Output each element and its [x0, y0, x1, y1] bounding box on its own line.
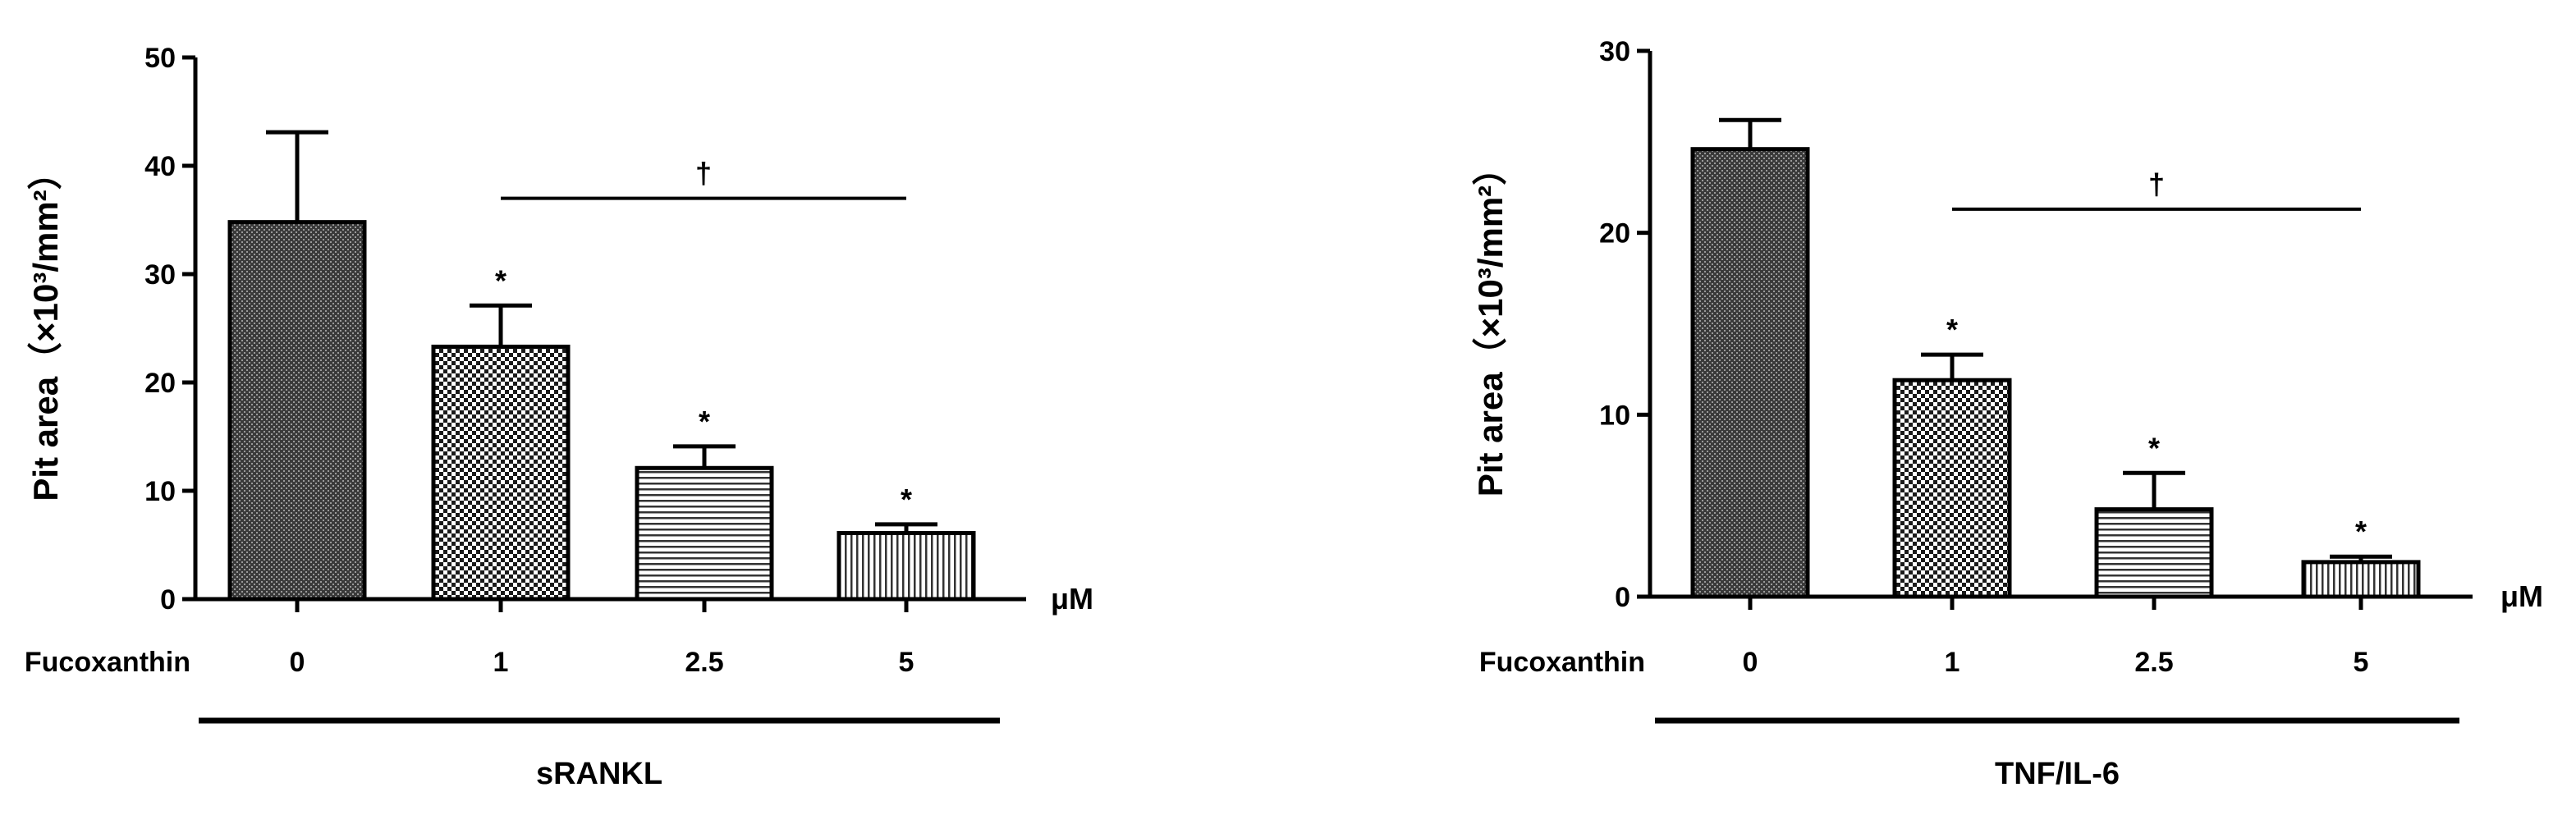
- significance-mark: *: [2355, 515, 2367, 548]
- bar: [227, 220, 367, 602]
- category-label: 0: [1743, 647, 1758, 678]
- bracket-mark: †: [2148, 167, 2165, 201]
- category-label: 2.5: [2134, 647, 2173, 678]
- row-label: Fucoxanthin: [25, 647, 190, 678]
- bar: [2094, 507, 2214, 599]
- unit-label: μM: [1051, 582, 1093, 616]
- y-tick-label: 40: [144, 151, 176, 182]
- y-axis-label: Pit area（×10³/mm²）: [1471, 151, 1510, 497]
- bracket-mark: †: [695, 157, 712, 190]
- significance-mark: *: [901, 483, 912, 516]
- y-tick-label: 30: [144, 259, 176, 291]
- bar: [2301, 560, 2421, 599]
- y-tick-label: 20: [1599, 218, 1630, 249]
- category-label: 2.5: [685, 647, 723, 678]
- y-tick-label: 10: [1599, 400, 1630, 431]
- category-label: 1: [493, 647, 509, 678]
- significance-mark: *: [1946, 313, 1958, 346]
- bar: [431, 344, 571, 602]
- group-label: TNF/IL-6: [1995, 757, 2120, 791]
- group-label: sRANKL: [536, 757, 662, 791]
- category-label: 5: [899, 647, 914, 678]
- bar: [635, 465, 774, 602]
- y-tick-label: 0: [160, 584, 176, 616]
- significance-mark: *: [2148, 431, 2160, 465]
- bar: [837, 530, 976, 602]
- y-tick-label: 20: [144, 368, 176, 399]
- category-label: 1: [1945, 647, 1960, 678]
- y-axis-label: Pit area（×10³/mm²）: [26, 155, 65, 501]
- y-tick-label: 30: [1599, 36, 1630, 67]
- significance-mark: *: [699, 405, 710, 438]
- y-tick-label: 0: [1615, 582, 1630, 613]
- bar: [1892, 378, 2012, 599]
- category-label: 5: [2354, 647, 2369, 678]
- row-label: Fucoxanthin: [1479, 647, 1645, 678]
- significance-mark: *: [495, 263, 506, 297]
- y-tick-label: 50: [144, 43, 176, 74]
- category-label: 0: [290, 647, 305, 678]
- unit-label: μM: [2500, 579, 2543, 613]
- bar: [1690, 147, 1810, 599]
- y-tick-label: 10: [144, 476, 176, 507]
